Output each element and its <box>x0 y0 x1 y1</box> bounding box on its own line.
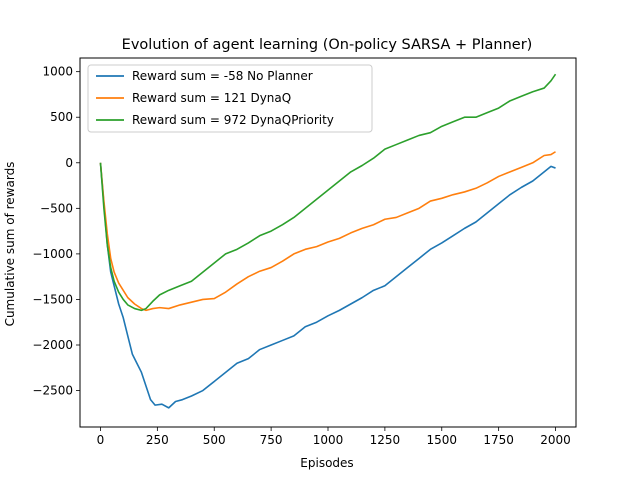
x-tick-label: 250 <box>146 433 169 447</box>
x-tick-label: 0 <box>97 433 105 447</box>
x-tick-label: 1500 <box>426 433 457 447</box>
series-line-1 <box>99 151 556 312</box>
plot-area <box>79 57 577 428</box>
x-tick-label: 2000 <box>540 433 571 447</box>
y-tick-label: −1500 <box>32 292 73 306</box>
legend-label: Reward sum = 972 DynaQPriority <box>132 113 334 127</box>
x-axis-label: Episodes <box>300 456 353 470</box>
y-tick-label: −2500 <box>32 384 73 398</box>
x-tick-label: 500 <box>203 433 226 447</box>
chart-title: Evolution of agent learning (On-policy S… <box>122 37 533 53</box>
y-axis-label: Cumulative sum of rewards <box>3 162 17 327</box>
y-tick-label: 500 <box>50 110 73 124</box>
legend-label: Reward sum = -58 No Planner <box>132 69 313 83</box>
x-tick-label: 1250 <box>370 433 401 447</box>
x-tick-label: 750 <box>260 433 283 447</box>
x-tick-label: 1000 <box>313 433 344 447</box>
x-axis-ticks: 0 250 500 750 1000 1250 1500 1750 2000 <box>97 427 571 447</box>
y-tick-label: 1000 <box>42 65 73 79</box>
y-tick-label: −500 <box>40 201 73 215</box>
series-line-0 <box>99 162 556 409</box>
x-tick-label: 1750 <box>483 433 514 447</box>
y-tick-label: −1000 <box>32 247 73 261</box>
y-tick-label: −2000 <box>32 338 73 352</box>
y-tick-label: 0 <box>65 156 73 170</box>
legend-box <box>87 64 373 133</box>
series-lines <box>99 73 557 409</box>
y-axis-ticks: 1000 500 0 −500 −1000 −1500 −2000 −2500 <box>32 65 80 398</box>
series-line-2 <box>99 73 557 312</box>
legend: Reward sum = -58 No Planner Reward sum = … <box>87 64 373 133</box>
legend-label: Reward sum = 121 DynaQ <box>132 91 291 105</box>
